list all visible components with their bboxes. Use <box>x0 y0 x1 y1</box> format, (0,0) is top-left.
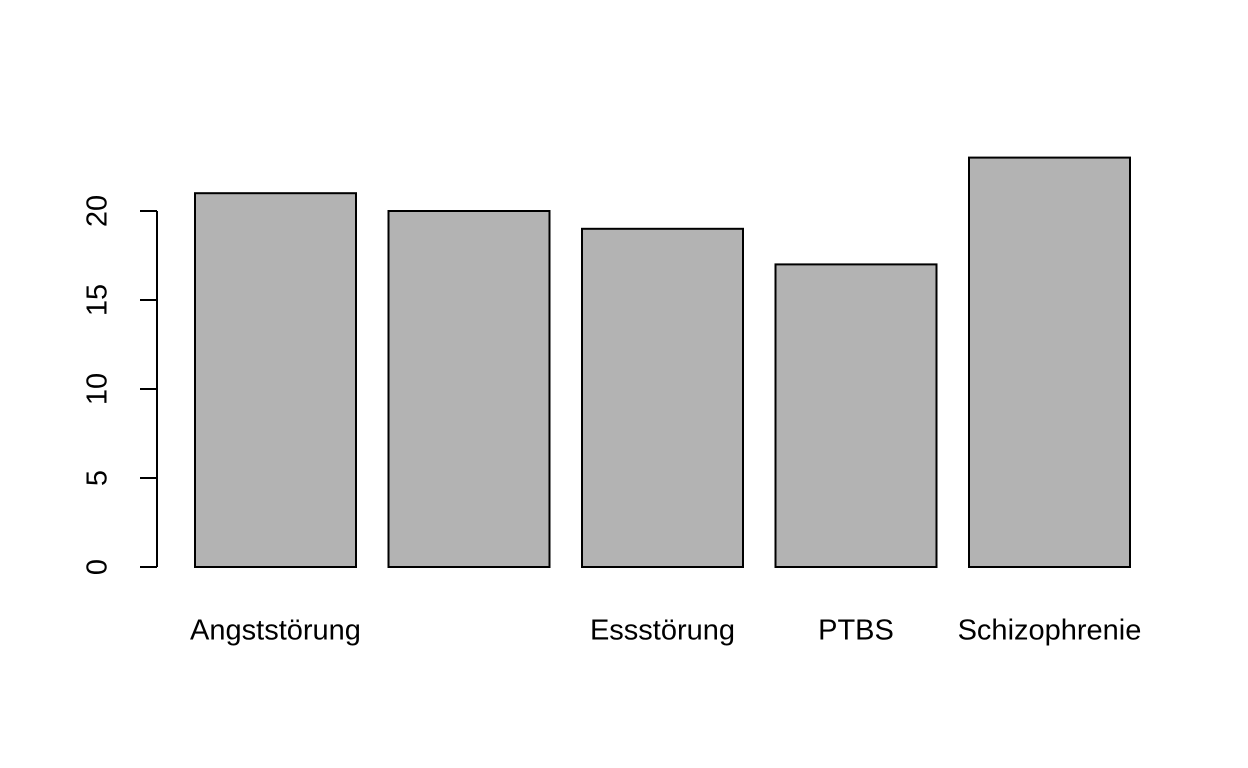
category-label-0: Angststörung <box>190 615 361 647</box>
y-tick-label-0: 0 <box>82 559 114 575</box>
y-axis: 0 5 10 15 20 <box>82 195 158 575</box>
category-label-3: PTBS <box>818 615 894 647</box>
category-label-2: Essstörung <box>590 615 735 647</box>
y-tick-label-1: 5 <box>82 470 114 486</box>
y-tick-label-4: 20 <box>82 195 114 227</box>
bar-1 <box>387 210 551 568</box>
category-label-4: Schizophrenie <box>958 615 1142 647</box>
x-axis-labels: Angststörung Essstörung PTBS Schizophrenie <box>190 615 1141 647</box>
bar-2 <box>581 227 744 569</box>
bars-group <box>194 156 1131 569</box>
bar-4 <box>968 156 1131 568</box>
bar-3 <box>774 263 938 568</box>
bar-0 <box>194 192 357 568</box>
y-tick-label-3: 15 <box>82 284 114 316</box>
y-tick-label-2: 10 <box>82 373 114 405</box>
